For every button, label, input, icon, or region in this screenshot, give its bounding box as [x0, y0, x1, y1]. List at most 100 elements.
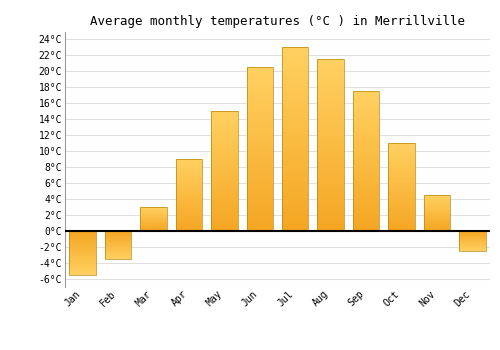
Bar	[459, 242, 485, 243]
Bar	[388, 228, 414, 229]
Bar	[388, 206, 414, 208]
Bar	[176, 211, 202, 212]
Bar	[388, 170, 414, 172]
Bar	[246, 169, 273, 172]
Bar	[105, 237, 132, 238]
Bar	[353, 114, 380, 117]
Bar	[353, 131, 380, 133]
Bar	[353, 94, 380, 97]
Bar	[105, 239, 132, 240]
Bar	[70, 268, 96, 269]
Bar	[282, 95, 308, 99]
Bar	[211, 190, 238, 193]
Bar	[424, 229, 450, 230]
Bar	[353, 225, 380, 228]
Bar	[388, 193, 414, 194]
Bar	[282, 128, 308, 132]
Bar	[353, 181, 380, 184]
Bar	[70, 253, 96, 254]
Bar	[211, 176, 238, 178]
Bar	[211, 128, 238, 131]
Bar	[246, 189, 273, 192]
Bar	[105, 242, 132, 243]
Bar	[424, 222, 450, 223]
Bar	[176, 218, 202, 219]
Bar	[353, 195, 380, 197]
Bar	[424, 204, 450, 205]
Bar	[318, 60, 344, 231]
Bar	[105, 238, 132, 239]
Bar	[459, 246, 485, 247]
Bar	[70, 231, 96, 232]
Bar	[388, 191, 414, 192]
Bar	[282, 183, 308, 187]
Bar	[424, 227, 450, 228]
Bar	[318, 149, 344, 152]
Bar	[388, 220, 414, 222]
Bar	[282, 48, 308, 51]
Bar	[105, 231, 132, 232]
Bar	[211, 135, 238, 138]
Bar	[318, 84, 344, 87]
Bar	[353, 206, 380, 209]
Bar	[353, 147, 380, 150]
Bar	[424, 212, 450, 213]
Bar	[282, 139, 308, 143]
Bar	[353, 159, 380, 161]
Bar	[282, 73, 308, 77]
Bar	[282, 62, 308, 66]
Bar	[388, 178, 414, 180]
Bar	[353, 197, 380, 200]
Bar	[246, 100, 273, 104]
Bar	[459, 235, 485, 236]
Bar	[459, 250, 485, 251]
Bar	[353, 211, 380, 214]
Bar	[70, 239, 96, 240]
Bar	[140, 210, 167, 211]
Bar	[246, 84, 273, 87]
Bar	[318, 60, 344, 63]
Bar	[70, 257, 96, 258]
Bar	[282, 125, 308, 128]
Bar	[318, 197, 344, 200]
Bar	[176, 212, 202, 214]
Bar	[353, 142, 380, 145]
Bar	[211, 207, 238, 210]
Bar	[70, 267, 96, 268]
Bar	[459, 241, 485, 242]
Bar	[176, 217, 202, 218]
Bar	[353, 192, 380, 195]
Bar	[318, 118, 344, 121]
Bar	[246, 130, 273, 133]
Bar	[282, 143, 308, 147]
Bar	[388, 147, 414, 148]
Bar	[105, 235, 132, 236]
Bar	[282, 106, 308, 110]
Bar	[176, 227, 202, 228]
Bar	[176, 191, 202, 192]
Bar	[140, 216, 167, 217]
Bar	[388, 166, 414, 168]
Bar	[105, 243, 132, 244]
Bar	[211, 212, 238, 214]
Bar	[388, 199, 414, 201]
Bar	[459, 231, 485, 251]
Bar	[140, 217, 167, 218]
Bar	[140, 222, 167, 223]
Bar	[176, 219, 202, 221]
Bar	[246, 123, 273, 126]
Bar	[70, 250, 96, 251]
Bar	[246, 139, 273, 143]
Bar	[105, 245, 132, 246]
Bar	[353, 220, 380, 223]
Bar	[105, 247, 132, 248]
Bar	[318, 176, 344, 180]
Bar	[70, 248, 96, 250]
Bar	[176, 215, 202, 217]
Bar	[211, 140, 238, 142]
Bar	[318, 111, 344, 114]
Bar	[176, 207, 202, 208]
Bar	[211, 114, 238, 116]
Bar	[105, 233, 132, 234]
Bar	[176, 195, 202, 197]
